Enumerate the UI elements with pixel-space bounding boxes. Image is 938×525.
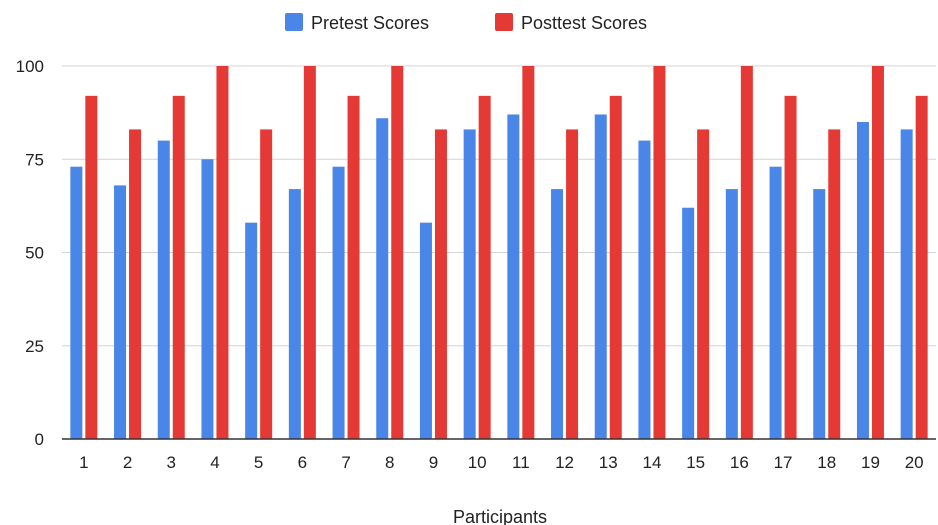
posttest-bar [216, 66, 229, 439]
posttest-bar [697, 129, 710, 439]
posttest-bar [172, 95, 185, 439]
x-axis-title: Participants [453, 507, 547, 525]
y-tick-label: 25 [25, 337, 44, 356]
pretest-bar [769, 166, 782, 439]
posttest-bar [129, 129, 142, 439]
bars [62, 66, 936, 440]
pretest-bar [419, 222, 432, 439]
y-tick-label: 100 [16, 57, 44, 76]
pretest-bar [376, 118, 389, 439]
posttest-bar [828, 129, 841, 439]
pretest-bar [813, 189, 826, 439]
posttest-bar [260, 129, 273, 439]
x-tick-label: 10 [468, 453, 487, 472]
posttest-bar [434, 129, 447, 439]
y-tick-labels: 0 25 50 75 100 [16, 57, 44, 449]
x-tick-labels: 1 2 3 4 5 6 7 8 9 10 11 12 13 14 15 16 17 18 19 20 [79, 453, 923, 472]
posttest-bar [303, 66, 316, 439]
x-tick-label: 1 [79, 453, 88, 472]
x-tick-label: 8 [385, 453, 394, 472]
pretest-bar [725, 189, 738, 439]
x-tick-label: 9 [429, 453, 438, 472]
posttest-bar [653, 66, 666, 439]
gridlines [62, 65, 936, 347]
posttest-bar [391, 66, 404, 439]
legend: Pretest Scores Posttest Scores [285, 13, 647, 33]
pretest-bar [856, 121, 869, 439]
pretest-bar [288, 189, 301, 439]
pretest-bar [157, 140, 170, 439]
x-tick-label: 6 [298, 453, 307, 472]
pretest-bar [507, 114, 520, 440]
posttest-bar [522, 66, 535, 439]
posttest-bar [740, 66, 753, 439]
posttest-bar [784, 95, 797, 439]
legend-swatch-posttest [495, 13, 513, 31]
pretest-bar [900, 129, 913, 439]
pretest-bar [594, 114, 607, 440]
x-tick-label: 5 [254, 453, 263, 472]
x-tick-label: 14 [642, 453, 661, 472]
posttest-bar [478, 95, 491, 439]
x-tick-label: 11 [512, 453, 530, 472]
x-tick-label: 19 [861, 453, 880, 472]
y-tick-label: 50 [25, 244, 44, 263]
legend-label-pretest: Pretest Scores [311, 13, 429, 33]
pretest-bar [638, 140, 651, 439]
pretest-bar [463, 129, 476, 439]
posttest-bar [871, 66, 884, 439]
y-tick-label: 0 [35, 430, 44, 449]
pretest-bar [201, 159, 214, 439]
posttest-bar [609, 95, 622, 439]
legend-label-posttest: Posttest Scores [521, 13, 647, 33]
pretest-bar [114, 185, 127, 439]
x-tick-label: 17 [774, 453, 793, 472]
x-tick-label: 15 [686, 453, 705, 472]
pretest-bar [245, 222, 258, 439]
x-tick-label: 13 [599, 453, 618, 472]
posttest-bar [915, 95, 928, 439]
x-tick-label: 16 [730, 453, 749, 472]
x-tick-label: 3 [167, 453, 176, 472]
x-tick-label: 7 [341, 453, 350, 472]
x-tick-label: 18 [817, 453, 836, 472]
legend-swatch-pretest [285, 13, 303, 31]
x-tick-label: 12 [555, 453, 574, 472]
pretest-bar [551, 189, 564, 439]
y-tick-label: 75 [25, 150, 44, 169]
x-tick-label: 4 [210, 453, 219, 472]
pretest-bar [70, 166, 83, 439]
pretest-bar [332, 166, 345, 439]
pretest-bar [682, 207, 695, 439]
posttest-bar [566, 129, 579, 439]
posttest-bar [85, 95, 98, 439]
x-tick-label: 2 [123, 453, 132, 472]
x-tick-label: 20 [905, 453, 924, 472]
posttest-bar [347, 95, 360, 439]
